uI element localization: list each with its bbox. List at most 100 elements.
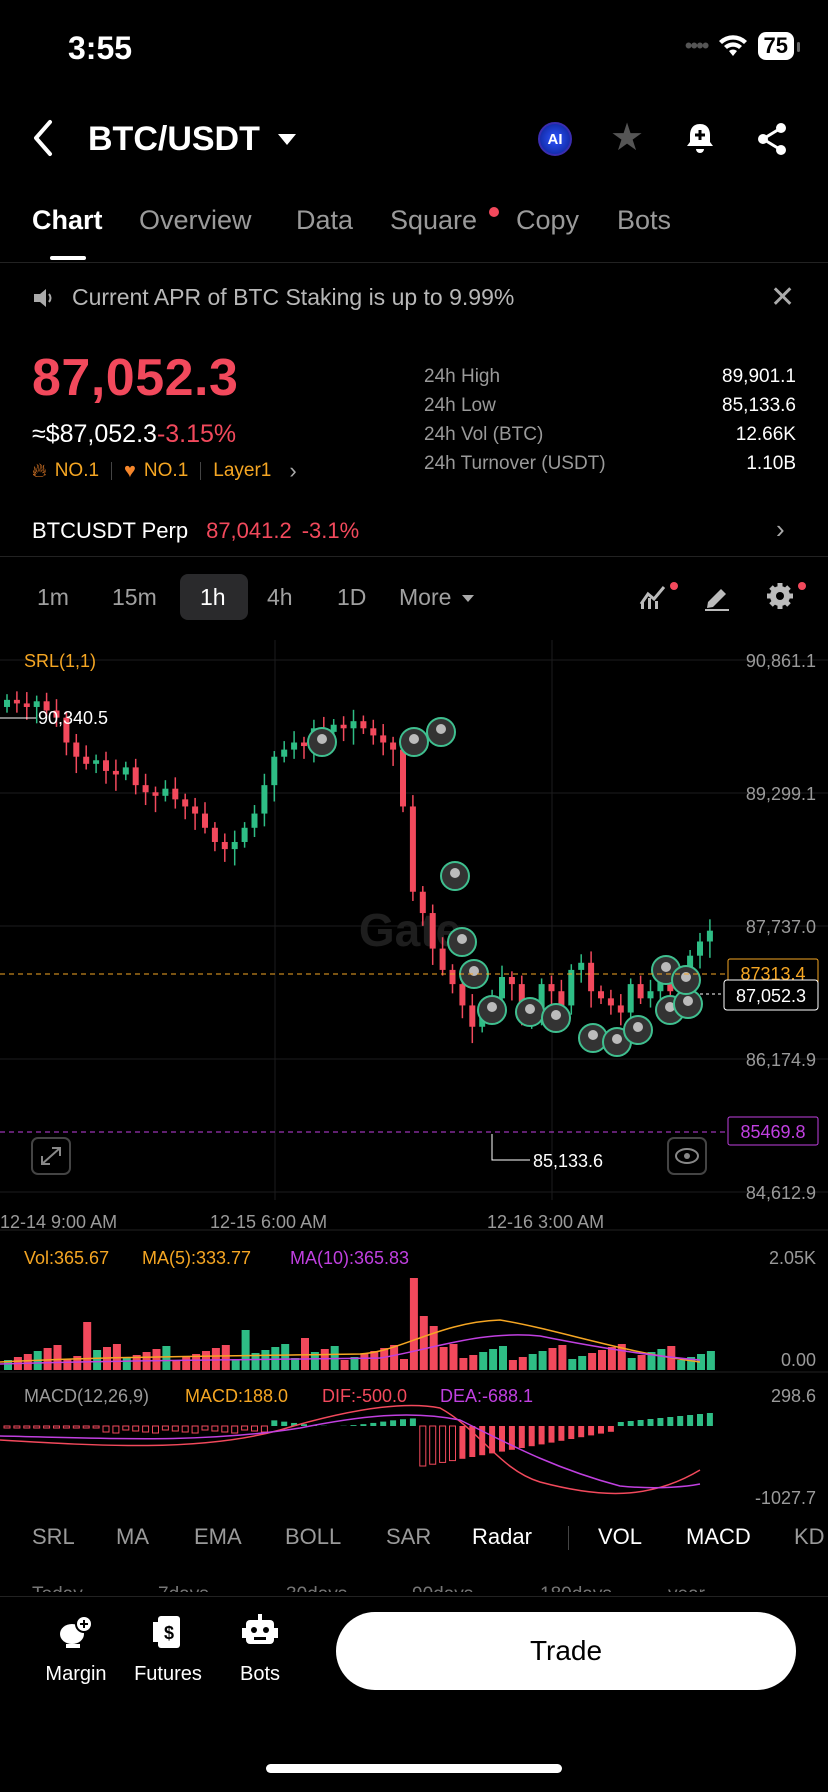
current-price-tag: [723, 979, 819, 1011]
volume-bar: [211, 1348, 220, 1370]
timeframe-15m[interactable]: 15m: [112, 584, 157, 610]
range-year[interactable]: year: [668, 1584, 705, 1592]
trade-button[interactable]: Trade: [336, 1612, 796, 1690]
announcement-text[interactable]: Current APR of BTC Staking is up to 9.99…: [72, 284, 515, 310]
volume-ma5-label: MA(5):333.77: [142, 1248, 251, 1268]
candle-body: [251, 813, 258, 828]
chevron-right-icon[interactable]: ›: [776, 514, 785, 544]
indicator-macd[interactable]: MACD: [686, 1524, 751, 1549]
tab-square[interactable]: Square: [390, 205, 478, 235]
volume-bar: [162, 1346, 171, 1370]
timeframe-bar: 1m 15m 1h 4h 1D More: [0, 570, 828, 626]
range-180days[interactable]: 180days: [540, 1584, 612, 1592]
price-markers: 90,340.5 85,133.6 87313.487,052.3 85469.8: [0, 708, 819, 1171]
indicator-kd[interactable]: KD: [794, 1524, 825, 1549]
speaker-icon: [34, 289, 52, 307]
indicator-radar[interactable]: Radar: [472, 1524, 532, 1549]
settings-gear-icon[interactable]: [766, 582, 794, 610]
back-icon[interactable]: [28, 118, 58, 158]
social-avatars[interactable]: [307, 717, 703, 1057]
perp-row[interactable]: BTCUSDT Perp 87,041.2 -3.1%: [32, 518, 359, 544]
macd-bar: [23, 1425, 31, 1429]
tab-chart[interactable]: Chart: [32, 205, 103, 235]
candle-body: [301, 742, 307, 747]
nav-bots[interactable]: Bots: [210, 1612, 310, 1686]
perp-name: BTCUSDT Perp: [32, 518, 189, 543]
timeframe-4h[interactable]: 4h: [267, 584, 293, 610]
macd-bar: [72, 1425, 80, 1429]
stat-row: 24h High 89,901.1: [424, 366, 796, 395]
candle-body: [350, 721, 357, 729]
macd-bar: [439, 1425, 447, 1463]
price-chart[interactable]: SRL(1,1) Gate 90,861.1 89,299.1 87,737.0 86…: [0, 640, 828, 1520]
volume-bar: [291, 1358, 300, 1370]
tab-overview[interactable]: Overview: [139, 205, 252, 235]
indicator-icon[interactable]: [638, 582, 668, 610]
close-icon[interactable]: ✕: [770, 281, 796, 314]
candle-body: [409, 806, 416, 892]
macd-axis-min: -1027.7: [755, 1488, 816, 1508]
expand-icon[interactable]: [31, 1137, 71, 1175]
macd-bar: [92, 1425, 100, 1429]
avatar-head: [661, 962, 671, 972]
stat-row: 24h Turnover (USDT) 1.10B: [424, 453, 796, 482]
macd-bar: [548, 1426, 555, 1443]
timeframe-1d[interactable]: 1D: [337, 584, 367, 610]
indicator-boll[interactable]: BOLL: [285, 1524, 342, 1549]
price-axis-label: 90,861.1: [746, 651, 816, 671]
indicator-srl[interactable]: SRL: [32, 1524, 75, 1549]
home-indicator: [266, 1764, 562, 1773]
timeframe-1m[interactable]: 1m: [37, 584, 69, 610]
candle-body: [637, 984, 644, 999]
tab-bots[interactable]: Bots: [617, 205, 672, 235]
alert-bell-icon[interactable]: [682, 120, 718, 156]
candle-body: [112, 770, 119, 775]
range-today[interactable]: Today: [32, 1584, 83, 1592]
tab-data[interactable]: Data: [296, 205, 354, 235]
nav-margin[interactable]: Margin: [26, 1612, 126, 1686]
stat-label: 24h Vol (BTC): [424, 424, 544, 445]
avatar-head: [436, 724, 446, 734]
candle-body: [13, 699, 20, 704]
range-30days[interactable]: 30days: [286, 1584, 347, 1592]
macd-bar: [489, 1426, 496, 1454]
orange-price-label: 87313.4: [740, 964, 805, 984]
pair-dropdown-caret-icon[interactable]: [278, 134, 296, 145]
range-90days[interactable]: 90days: [412, 1584, 473, 1592]
volume-bar: [251, 1353, 260, 1370]
macd-bar: [291, 1422, 298, 1426]
indicator-ema[interactable]: EMA: [194, 1524, 242, 1549]
pair-title[interactable]: BTC/USDT: [88, 120, 260, 158]
ai-icon[interactable]: AI: [538, 122, 572, 156]
volume-bar: [340, 1360, 349, 1370]
eye-icon[interactable]: [667, 1137, 707, 1175]
indicator-tabs: SRL MA EMA BOLL SAR Radar VOL MACD KD: [0, 1524, 828, 1560]
favorite-star-icon[interactable]: ★: [610, 117, 645, 159]
candle-body: [271, 756, 278, 786]
indicator-sar[interactable]: SAR: [386, 1524, 432, 1549]
rank-badges[interactable]: 🔥︎ NO.1 ♥ NO.1 Layer1 ›: [32, 458, 297, 484]
macd-dea-line: [0, 1414, 701, 1489]
indicator-vol[interactable]: VOL: [598, 1524, 643, 1549]
volume-bar: [687, 1357, 696, 1370]
draw-pen-icon[interactable]: [702, 582, 732, 612]
volume-bar: [548, 1348, 557, 1370]
volume-bar: [677, 1360, 686, 1370]
stat-label: 24h Turnover (USDT): [424, 453, 606, 474]
nav-futures[interactable]: $ Futures: [118, 1612, 218, 1686]
volume-bar: [508, 1360, 517, 1370]
share-icon[interactable]: [756, 122, 788, 156]
candle-body: [380, 735, 387, 743]
chevron-right-icon: ›: [289, 458, 297, 483]
perp-price: 87,041.2: [206, 518, 292, 543]
macd-bar: [260, 1425, 268, 1433]
candle-body: [63, 717, 70, 743]
range-7days[interactable]: 7days: [158, 1584, 209, 1592]
timeframe-more[interactable]: More: [399, 584, 452, 610]
tab-copy[interactable]: Copy: [516, 205, 580, 235]
volume-bar: [479, 1352, 488, 1370]
timeframe-1h[interactable]: 1h: [200, 584, 226, 610]
chevron-down-icon[interactable]: [462, 595, 474, 602]
volume-bar: [350, 1357, 359, 1370]
indicator-ma[interactable]: MA: [116, 1524, 149, 1549]
